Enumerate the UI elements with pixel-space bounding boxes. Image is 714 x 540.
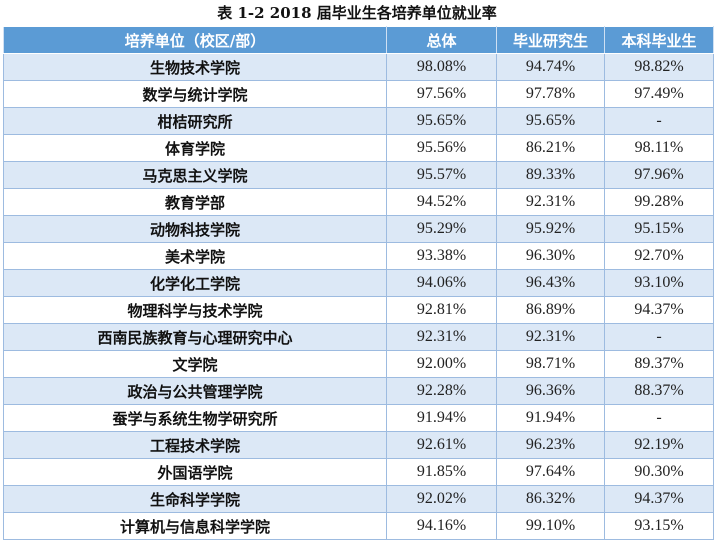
total-cell: 92.02% <box>386 485 497 513</box>
graduate-cell: 94.74% <box>496 53 605 81</box>
graduate-cell: 97.64% <box>496 458 605 486</box>
graduate-cell: 97.78% <box>496 80 605 108</box>
unit-cell: 物理科学与技术学院 <box>3 296 387 324</box>
table-row: 生物技术学院 98.08% 94.74% 98.82% <box>3 53 714 81</box>
total-cell: 98.08% <box>386 53 497 81</box>
total-cell: 97.56% <box>386 80 497 108</box>
table-row: 化学化工学院 94.06% 96.43% 93.10% <box>3 269 714 297</box>
unit-cell: 工程技术学院 <box>3 431 387 459</box>
table-row: 体育学院 95.56% 86.21% 98.11% <box>3 134 714 162</box>
undergraduate-cell: 94.37% <box>604 485 714 513</box>
total-cell: 95.57% <box>386 161 497 189</box>
undergraduate-cell: 93.15% <box>604 512 714 540</box>
undergraduate-cell: 95.15% <box>604 215 714 243</box>
table-row: 西南民族教育与心理研究中心 92.31% 92.31% - <box>3 323 714 351</box>
undergraduate-cell: - <box>604 323 714 351</box>
total-cell: 95.56% <box>386 134 497 162</box>
total-cell: 94.06% <box>386 269 497 297</box>
total-cell: 92.61% <box>386 431 497 459</box>
total-cell: 91.94% <box>386 404 497 432</box>
table-row: 柑桔研究所 95.65% 95.65% - <box>3 107 714 135</box>
graduate-cell: 96.43% <box>496 269 605 297</box>
table-row: 动物科技学院 95.29% 95.92% 95.15% <box>3 215 714 243</box>
undergraduate-cell: 93.10% <box>604 269 714 297</box>
total-cell: 94.16% <box>386 512 497 540</box>
graduate-cell: 89.33% <box>496 161 605 189</box>
undergraduate-cell: 90.30% <box>604 458 714 486</box>
undergraduate-cell: 97.49% <box>604 80 714 108</box>
graduate-cell: 92.31% <box>496 323 605 351</box>
unit-cell: 数学与统计学院 <box>3 80 387 108</box>
unit-cell: 教育学部 <box>3 188 387 216</box>
table-row: 工程技术学院 92.61% 96.23% 92.19% <box>3 431 714 459</box>
unit-cell: 化学化工学院 <box>3 269 387 297</box>
table-header-row: 培养单位（校区/部） 总体 毕业研究生 本科毕业生 <box>3 26 714 54</box>
undergraduate-cell: - <box>604 107 714 135</box>
total-cell: 91.85% <box>386 458 497 486</box>
undergraduate-cell: - <box>604 404 714 432</box>
table-row: 政治与公共管理学院 92.28% 96.36% 88.37% <box>3 377 714 405</box>
graduate-cell: 98.71% <box>496 350 605 378</box>
total-cell: 95.29% <box>386 215 497 243</box>
undergraduate-cell: 89.37% <box>604 350 714 378</box>
unit-cell: 马克思主义学院 <box>3 161 387 189</box>
graduate-cell: 91.94% <box>496 404 605 432</box>
unit-cell: 西南民族教育与心理研究中心 <box>3 323 387 351</box>
unit-cell: 体育学院 <box>3 134 387 162</box>
table-row: 马克思主义学院 95.57% 89.33% 97.96% <box>3 161 714 189</box>
unit-cell: 动物科技学院 <box>3 215 387 243</box>
header-total: 总体 <box>386 26 497 54</box>
graduate-cell: 95.92% <box>496 215 605 243</box>
unit-cell: 计算机与信息科学学院 <box>3 512 387 540</box>
graduate-cell: 95.65% <box>496 107 605 135</box>
graduate-cell: 96.36% <box>496 377 605 405</box>
header-undergraduate: 本科毕业生 <box>604 26 714 54</box>
undergraduate-cell: 92.19% <box>604 431 714 459</box>
undergraduate-cell: 97.96% <box>604 161 714 189</box>
graduate-cell: 86.89% <box>496 296 605 324</box>
table-row: 外国语学院 91.85% 97.64% 90.30% <box>3 458 714 486</box>
graduate-cell: 96.30% <box>496 242 605 270</box>
undergraduate-cell: 98.82% <box>604 53 714 81</box>
undergraduate-cell: 92.70% <box>604 242 714 270</box>
graduate-cell: 99.10% <box>496 512 605 540</box>
graduate-cell: 96.23% <box>496 431 605 459</box>
total-cell: 92.28% <box>386 377 497 405</box>
table-row: 蚕学与系统生物学研究所 91.94% 91.94% - <box>3 404 714 432</box>
table-row: 教育学部 94.52% 92.31% 99.28% <box>3 188 714 216</box>
graduate-cell: 92.31% <box>496 188 605 216</box>
header-unit: 培养单位（校区/部） <box>3 26 387 54</box>
undergraduate-cell: 98.11% <box>604 134 714 162</box>
total-cell: 92.00% <box>386 350 497 378</box>
unit-cell: 生命科学学院 <box>3 485 387 513</box>
employment-rate-table: 培养单位（校区/部） 总体 毕业研究生 本科毕业生 生物技术学院 98.08% 94… <box>3 26 714 540</box>
total-cell: 94.52% <box>386 188 497 216</box>
unit-cell: 蚕学与系统生物学研究所 <box>3 404 387 432</box>
table-caption: 表 1-2 2018 届毕业生各培养单位就业率 <box>217 4 497 22</box>
undergraduate-cell: 94.37% <box>604 296 714 324</box>
total-cell: 92.31% <box>386 323 497 351</box>
graduate-cell: 86.21% <box>496 134 605 162</box>
undergraduate-cell: 99.28% <box>604 188 714 216</box>
unit-cell: 外国语学院 <box>3 458 387 486</box>
unit-cell: 美术学院 <box>3 242 387 270</box>
total-cell: 92.81% <box>386 296 497 324</box>
table-row: 生命科学学院 92.02% 86.32% 94.37% <box>3 485 714 513</box>
total-cell: 93.38% <box>386 242 497 270</box>
header-graduate: 毕业研究生 <box>496 26 605 54</box>
unit-cell: 柑桔研究所 <box>3 107 387 135</box>
undergraduate-cell: 88.37% <box>604 377 714 405</box>
unit-cell: 生物技术学院 <box>3 53 387 81</box>
total-cell: 95.65% <box>386 107 497 135</box>
table-row: 文学院 92.00% 98.71% 89.37% <box>3 350 714 378</box>
table-row: 数学与统计学院 97.56% 97.78% 97.49% <box>3 80 714 108</box>
table-row: 计算机与信息科学学院 94.16% 99.10% 93.15% <box>3 512 714 540</box>
table-row: 美术学院 93.38% 96.30% 92.70% <box>3 242 714 270</box>
graduate-cell: 86.32% <box>496 485 605 513</box>
unit-cell: 文学院 <box>3 350 387 378</box>
table-row: 物理科学与技术学院 92.81% 86.89% 94.37% <box>3 296 714 324</box>
unit-cell: 政治与公共管理学院 <box>3 377 387 405</box>
